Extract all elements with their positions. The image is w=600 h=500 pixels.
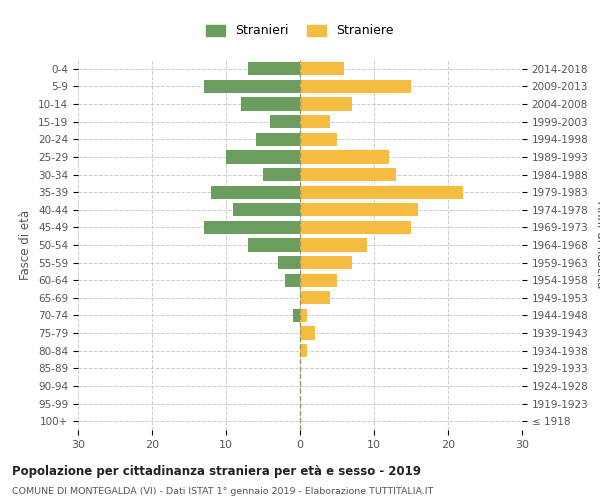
- Bar: [293, 309, 300, 322]
- Bar: [300, 132, 337, 146]
- Bar: [263, 168, 300, 181]
- Text: Popolazione per cittadinanza straniera per età e sesso - 2019: Popolazione per cittadinanza straniera p…: [12, 465, 421, 478]
- Bar: [285, 274, 300, 287]
- Bar: [300, 62, 344, 76]
- Bar: [300, 150, 389, 164]
- Bar: [204, 221, 300, 234]
- Bar: [256, 132, 300, 146]
- Legend: Stranieri, Straniere: Stranieri, Straniere: [200, 18, 400, 44]
- Bar: [300, 168, 396, 181]
- Bar: [211, 186, 300, 198]
- Y-axis label: Fasce di età: Fasce di età: [19, 210, 32, 280]
- Bar: [300, 203, 418, 216]
- Y-axis label: Anni di nascita: Anni di nascita: [594, 202, 600, 288]
- Bar: [300, 309, 307, 322]
- Bar: [233, 203, 300, 216]
- Bar: [300, 186, 463, 198]
- Bar: [248, 238, 300, 252]
- Bar: [204, 80, 300, 93]
- Bar: [300, 274, 337, 287]
- Bar: [300, 238, 367, 252]
- Bar: [278, 256, 300, 269]
- Bar: [300, 98, 352, 110]
- Bar: [226, 150, 300, 164]
- Bar: [300, 344, 307, 358]
- Bar: [300, 115, 329, 128]
- Bar: [300, 256, 352, 269]
- Bar: [300, 80, 411, 93]
- Bar: [248, 62, 300, 76]
- Bar: [241, 98, 300, 110]
- Bar: [300, 326, 315, 340]
- Bar: [271, 115, 300, 128]
- Text: COMUNE DI MONTEGALDA (VI) - Dati ISTAT 1° gennaio 2019 - Elaborazione TUTTITALIA: COMUNE DI MONTEGALDA (VI) - Dati ISTAT 1…: [12, 488, 433, 496]
- Bar: [300, 291, 329, 304]
- Bar: [300, 221, 411, 234]
